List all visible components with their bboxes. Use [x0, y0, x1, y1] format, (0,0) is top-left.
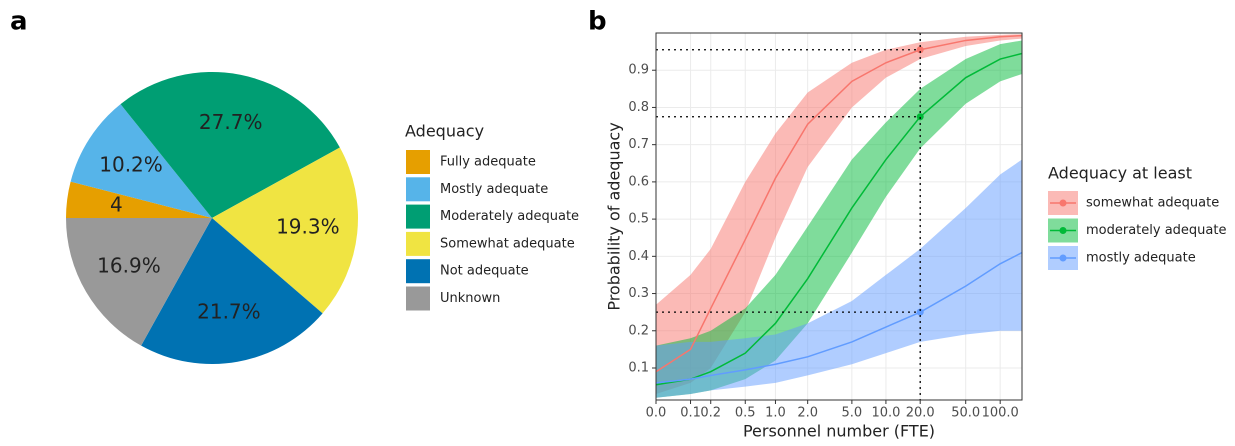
pie-slice	[66, 181, 212, 218]
pie-slice	[66, 218, 212, 346]
panel-label: a	[10, 7, 28, 37]
y-tick-label: 0.8	[628, 100, 649, 115]
confidence-band	[656, 159, 1022, 398]
confidence-band	[656, 40, 1022, 398]
pie-slice	[212, 147, 359, 314]
x-tick-label: 10.0	[871, 406, 900, 421]
y-axis-label: Probability of adequacy	[605, 122, 624, 310]
slice-label: 27.7%	[199, 110, 263, 134]
y-tick-label: 0.3	[628, 286, 649, 301]
legend-key-point	[1059, 199, 1067, 207]
slice-label: 19.3%	[276, 214, 340, 238]
legend-label: somewhat adequate	[1086, 196, 1219, 211]
highlight-point	[916, 308, 924, 316]
legend-title: Adequacy at least	[1048, 164, 1192, 183]
legend-label: Mostly adequate	[440, 182, 548, 197]
slice-label: 21.7%	[197, 299, 261, 323]
slice-label: 16.9%	[97, 253, 161, 277]
legend-label: Fully adequate	[440, 155, 536, 170]
x-tick-label: 0.5	[735, 406, 756, 421]
x-tick-label: 0.2	[700, 406, 721, 421]
legend-label: Somewhat adequate	[440, 236, 575, 251]
y-tick-label: 0.1	[628, 360, 649, 375]
x-tick-label: 0.0	[646, 406, 667, 421]
legend-swatch	[406, 259, 430, 284]
pie-slice	[70, 104, 212, 218]
x-tick-label: 20.0	[906, 406, 935, 421]
legend-title: Adequacy	[405, 122, 484, 141]
confidence-band	[656, 34, 1022, 395]
x-tick-label: 2.0	[797, 406, 818, 421]
panel-label: b	[588, 7, 607, 37]
slice-label: 10.2%	[99, 152, 163, 176]
legend-label: moderately adequate	[1086, 223, 1226, 238]
legend-swatch	[406, 150, 430, 174]
highlight-point	[916, 46, 924, 54]
y-tick-label: 0.7	[628, 137, 649, 152]
legend-label: mostly adequate	[1086, 251, 1196, 266]
legend-swatch	[406, 231, 430, 256]
slice-label: 4	[110, 192, 123, 216]
highlight-point	[916, 113, 924, 121]
legend-swatch	[406, 286, 430, 311]
line	[655, 34, 1023, 373]
legend-label: Unknown	[440, 291, 500, 306]
y-tick-label: 0.4	[628, 249, 649, 264]
x-axis-label: Personnel number (FTE)	[743, 422, 935, 441]
pie-slice	[120, 71, 340, 218]
line	[655, 52, 1023, 386]
legend-label: Moderately adequate	[440, 209, 579, 224]
legend-swatch	[406, 204, 430, 229]
x-tick-label: 5.0	[842, 406, 863, 421]
x-tick-label: 0.1	[680, 406, 701, 421]
x-tick-label: 100.0	[982, 406, 1019, 421]
legend-key-point	[1059, 227, 1067, 234]
legend-key-point	[1059, 254, 1067, 262]
line	[655, 251, 1023, 384]
legend-swatch	[406, 177, 430, 202]
y-tick-label: 0.6	[628, 174, 649, 189]
y-tick-label: 0.9	[628, 63, 649, 78]
y-tick-label: 0.2	[628, 323, 649, 338]
plot-border	[655, 32, 1023, 401]
legend-label: Not adequate	[440, 264, 529, 279]
y-tick-label: 0.5	[628, 212, 649, 227]
x-tick-label: 50.0	[951, 406, 980, 421]
x-tick-label: 1.0	[765, 406, 786, 421]
pie-slice	[141, 218, 323, 364]
